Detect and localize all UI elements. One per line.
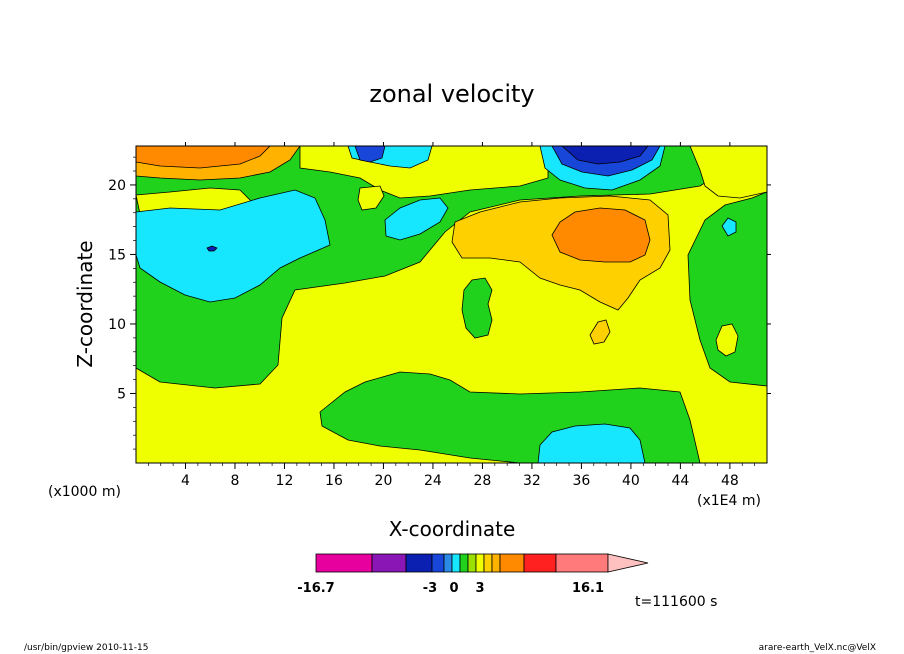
x-tick-label: 4 [181, 473, 190, 489]
x-tick-label: 24 [424, 473, 442, 489]
colorbar-swatch [315, 553, 373, 573]
contour-band-yellow-small-b [715, 323, 739, 357]
y-axis-title: Z-coordinate [73, 240, 97, 367]
x-tick-label: 16 [325, 473, 343, 489]
contour-band-darkblue-top-right [561, 146, 649, 165]
colorbar-swatch [475, 553, 485, 573]
y-axis-ticks: 5 10 15 20 [108, 156, 771, 450]
contour-band-cyan-bottom [537, 423, 646, 463]
plot-frame [135, 145, 768, 464]
colorbar-swatch [523, 553, 557, 573]
y-scale-note: (x1000 m) [48, 484, 121, 500]
contour-band-orange-small [589, 319, 611, 345]
colorbar-swatch [451, 553, 461, 573]
contour-band-blue-spot [206, 245, 218, 252]
x-scale-note: (x1E4 m) [697, 493, 761, 509]
contour-band-blue-top [354, 146, 386, 163]
footer-left: /usr/bin/gpview 2010-11-15 [24, 643, 148, 653]
x-tick-label: 36 [572, 473, 590, 489]
colorbar-swatch [443, 553, 453, 573]
colorbar-swatch [555, 553, 609, 573]
colorbar-tick-label: -3 [423, 581, 437, 596]
x-tick-label: 32 [523, 473, 541, 489]
colorbar-tick-label: 0 [449, 581, 458, 596]
contour-band-cyan-small [721, 217, 737, 237]
contour-band-green-small-1 [461, 277, 493, 339]
contour-band-darkorange-right [551, 207, 651, 263]
contour-band-cyan-mid [384, 197, 449, 241]
footer-right: arare-earth_VelX.nc@VelX [759, 643, 876, 653]
contour-band-darkorange-top-left [136, 146, 271, 169]
contour-plot-area [135, 145, 768, 464]
colorbar-swatch [483, 553, 493, 573]
colorbar-swatch [371, 553, 407, 573]
x-tick-label: 12 [276, 473, 294, 489]
y-tick-label: 5 [117, 386, 126, 402]
colorbar-swatch [459, 553, 469, 573]
x-axis-ticks: 4 8 12 16 20 24 28 32 36 40 44 48 [148, 142, 755, 489]
y-tick-label: 15 [108, 247, 126, 263]
x-tick-label: 40 [622, 473, 640, 489]
colorbar-swatch [405, 553, 433, 573]
y-tick-label: 10 [108, 317, 126, 333]
x-tick-label: 48 [721, 473, 739, 489]
time-label: t=111600 s [635, 594, 717, 610]
x-tick-label: 8 [231, 473, 240, 489]
colorbar-tick-label: 3 [475, 581, 484, 596]
colorbar-swatch [467, 553, 477, 573]
colorbar-tick-label: -16.7 [297, 581, 334, 596]
contour-band-yellow-upper-right [689, 146, 767, 199]
colorbar-swatch [499, 553, 525, 573]
colorbar: -16.7 -3 0 3 16.1 [297, 553, 649, 596]
colorbar-tick-label: 16.1 [572, 581, 604, 596]
y-tick-label: 20 [108, 178, 126, 194]
contour-band-cyan-left [136, 189, 331, 303]
contour-band-yellow-small-a [357, 185, 385, 211]
colorbar-swatch [431, 553, 445, 573]
x-axis-title: X-coordinate [389, 517, 516, 541]
x-tick-label: 20 [375, 473, 393, 489]
x-tick-label: 28 [474, 473, 492, 489]
colorbar-swatch [491, 553, 501, 573]
x-tick-label: 44 [671, 473, 689, 489]
colorbar-extend-arrow [607, 553, 649, 573]
chart-title: zonal velocity [369, 80, 534, 108]
